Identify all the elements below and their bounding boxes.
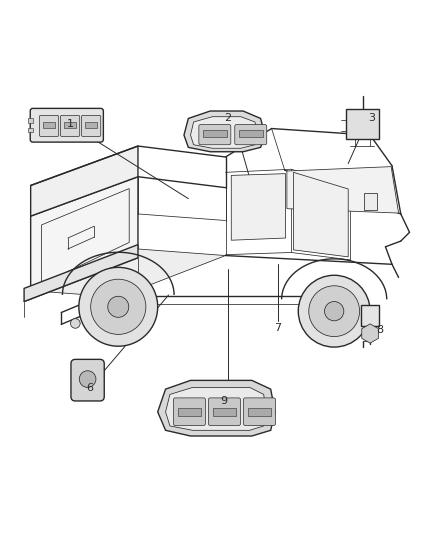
- Polygon shape: [364, 193, 377, 209]
- Text: 9: 9: [220, 397, 227, 406]
- Bar: [239, 130, 263, 138]
- Circle shape: [79, 268, 158, 346]
- Text: 2: 2: [224, 114, 231, 124]
- Circle shape: [108, 296, 129, 317]
- Circle shape: [298, 275, 370, 347]
- Bar: [361, 304, 379, 326]
- Bar: [203, 130, 227, 138]
- Polygon shape: [191, 117, 258, 148]
- Bar: [43, 122, 55, 128]
- Polygon shape: [293, 172, 348, 257]
- Circle shape: [325, 302, 344, 321]
- Bar: [28, 118, 33, 123]
- Bar: [346, 109, 379, 139]
- FancyBboxPatch shape: [173, 398, 205, 425]
- FancyBboxPatch shape: [81, 115, 101, 136]
- Bar: [248, 408, 271, 416]
- FancyBboxPatch shape: [71, 359, 104, 401]
- Polygon shape: [287, 167, 399, 213]
- Circle shape: [71, 319, 80, 328]
- FancyBboxPatch shape: [235, 125, 267, 145]
- Bar: [178, 408, 201, 416]
- FancyBboxPatch shape: [39, 115, 59, 136]
- Polygon shape: [31, 146, 138, 216]
- Polygon shape: [362, 324, 378, 343]
- Bar: [85, 122, 97, 128]
- Circle shape: [79, 371, 96, 387]
- Polygon shape: [184, 111, 265, 152]
- Polygon shape: [158, 381, 275, 436]
- Polygon shape: [31, 249, 226, 297]
- FancyBboxPatch shape: [30, 108, 103, 142]
- Polygon shape: [166, 387, 266, 430]
- Text: 3: 3: [368, 114, 375, 124]
- FancyBboxPatch shape: [244, 398, 276, 425]
- Bar: [64, 122, 76, 128]
- Bar: [28, 128, 33, 133]
- Bar: [213, 408, 236, 416]
- Text: 1: 1: [67, 119, 74, 129]
- FancyBboxPatch shape: [60, 115, 80, 136]
- Text: 6: 6: [86, 383, 93, 393]
- FancyBboxPatch shape: [199, 125, 231, 145]
- FancyBboxPatch shape: [208, 398, 240, 425]
- Polygon shape: [231, 174, 286, 240]
- Text: 7: 7: [275, 323, 282, 333]
- Polygon shape: [24, 245, 138, 302]
- Circle shape: [91, 279, 146, 334]
- Circle shape: [309, 286, 360, 336]
- Polygon shape: [31, 177, 138, 290]
- Text: 8: 8: [377, 325, 384, 335]
